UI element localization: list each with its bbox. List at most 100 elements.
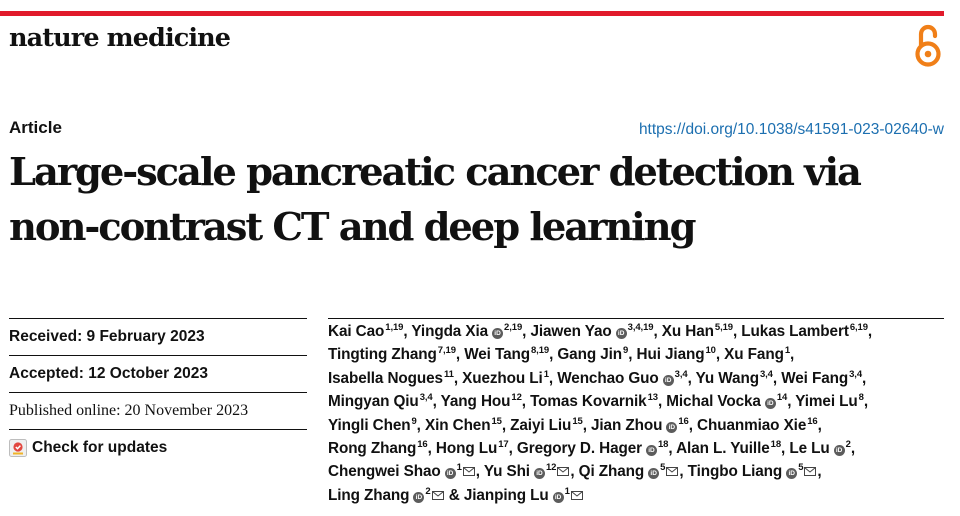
author-list: Kai Cao1,19, Yingda Xia iD2,19, Jiawen Ya… (328, 320, 948, 507)
affiliation-numbers: 1 (543, 368, 549, 380)
affiliation-numbers: 14 (776, 392, 788, 404)
author-name[interactable]: Ling Zhang (328, 486, 410, 504)
author-name[interactable]: Isabella Nogues (328, 369, 443, 387)
author-name[interactable]: Alan L. Yuille (676, 440, 770, 458)
check-for-updates-icon (9, 439, 27, 457)
affiliation-numbers: 1 (456, 462, 462, 474)
orcid-icon[interactable]: iD (492, 328, 504, 339)
author-name[interactable]: Rong Zhang (328, 440, 417, 458)
affiliation-numbers: 15 (491, 415, 502, 427)
affiliation-numbers: 12 (511, 392, 522, 404)
author-name[interactable]: Xuezhou Li (462, 369, 543, 387)
published-date: Published online: 20 November 2023 (9, 392, 307, 429)
author-name[interactable]: Yang Hou (440, 393, 511, 411)
author-name[interactable]: Le Lu (789, 440, 830, 458)
orcid-icon[interactable]: iD (648, 468, 660, 480)
orcid-icon[interactable]: iD (786, 468, 798, 480)
author-name[interactable]: Yimei Lu (795, 393, 858, 411)
orcid-icon[interactable]: iD (666, 421, 678, 433)
publication-dates: Received: 9 February 2023 Accepted: 12 O… (9, 318, 307, 466)
orcid-icon[interactable]: iD (764, 398, 776, 410)
author-name[interactable]: Xin Chen (424, 416, 491, 434)
email-icon[interactable] (570, 490, 583, 500)
author-name[interactable]: Qi Zhang (578, 463, 645, 481)
email-icon[interactable] (431, 490, 444, 500)
check-for-updates-label: Check for updates (32, 439, 168, 456)
author-name[interactable]: Jiawen Yao (530, 323, 612, 340)
author-name[interactable]: Yu Shi (483, 463, 530, 481)
affiliation-numbers: 3,4,19 (627, 322, 654, 333)
affiliation-numbers: 16 (417, 439, 428, 451)
author-line: Rong Zhang16, Hong Lu17, Gregory D. Hage… (328, 439, 855, 458)
orcid-icon[interactable]: iD (444, 468, 456, 480)
author-name[interactable]: Jian Zhou (591, 416, 663, 434)
affiliation-numbers: 13 (647, 392, 658, 404)
email-icon[interactable] (462, 467, 475, 477)
author-separator: & (448, 486, 464, 504)
affiliation-numbers: 5,19 (714, 322, 733, 333)
check-for-updates-button[interactable]: Check for updates (9, 429, 307, 466)
affiliation-numbers: 9 (623, 345, 629, 357)
orcid-icon[interactable]: iD (615, 328, 627, 339)
email-icon[interactable] (804, 467, 817, 477)
author-name[interactable]: Hong Lu (435, 440, 498, 458)
author-line: Kai Cao1,19, Yingda Xia iD2,19, Jiawen Ya… (328, 322, 873, 340)
author-name[interactable]: Mingyan Qiu (328, 393, 419, 411)
affiliation-numbers: 3,4 (419, 392, 433, 404)
orcid-icon[interactable]: iD (413, 491, 425, 503)
author-line: Yingli Chen9, Xin Chen15, Zaiyi Liu15, J… (328, 415, 822, 434)
author-name[interactable]: Tingting Zhang (328, 346, 437, 364)
author-line: Chengwei Shao iD1, Yu Shi iD12, Qi Zhang iD… (328, 462, 822, 481)
author-name[interactable]: Wenchao Guo (557, 369, 659, 387)
author-name[interactable]: Hui Jiang (636, 346, 705, 364)
author-name[interactable]: Xu Han (661, 323, 714, 340)
author-name[interactable]: Tomas Kovarnik (530, 393, 647, 411)
author-name[interactable]: Gregory D. Hager (516, 440, 642, 458)
affiliation-numbers: 17 (498, 439, 509, 451)
author-divider (328, 318, 944, 319)
author-name[interactable]: Wei Tang (464, 346, 530, 364)
affiliation-numbers: 5 (798, 462, 804, 474)
author-name[interactable]: Lukas Lambert (741, 323, 849, 340)
orcid-icon[interactable]: iD (833, 445, 845, 457)
author-name[interactable]: Michal Vocka (666, 393, 761, 411)
affiliation-numbers: 16 (807, 415, 818, 427)
orcid-icon[interactable]: iD (533, 468, 545, 480)
author-line: Tingting Zhang7,19, Wei Tang8,19, Gang J… (328, 345, 795, 364)
author-name[interactable]: Yingli Chen (328, 416, 411, 434)
journal-accent-rule (0, 11, 944, 16)
affiliation-numbers: 8 (858, 392, 864, 404)
author-name[interactable]: Xu Fang (724, 346, 784, 364)
affiliation-numbers: 6,19 (849, 322, 868, 333)
affiliation-numbers: 10 (705, 345, 716, 357)
affiliation-numbers: 3,4 (674, 368, 688, 380)
received-date: Received: 9 February 2023 (9, 318, 307, 355)
author-name[interactable]: Yu Wang (695, 369, 759, 387)
orcid-icon[interactable]: iD (552, 491, 564, 503)
email-icon[interactable] (666, 467, 679, 477)
affiliation-numbers: 2 (845, 439, 851, 451)
affiliation-numbers: 18 (770, 439, 782, 451)
open-access-icon (915, 24, 941, 67)
email-icon[interactable] (557, 467, 570, 477)
author-name[interactable]: Kai Cao (328, 323, 385, 340)
orcid-icon[interactable]: iD (646, 445, 657, 457)
title-line-1: Large-scale pancreatic cancer detection … (9, 150, 862, 195)
author-name[interactable]: Gang Jin (557, 346, 623, 364)
author-line: Ling Zhang iD2 & Jianping Lu iD1 (328, 484, 948, 507)
journal-name: nature medicine (9, 23, 231, 53)
author-name[interactable]: Wei Fang (781, 369, 849, 387)
affiliation-numbers: 1,19 (385, 322, 404, 333)
author-name[interactable]: Tingbo Liang (687, 463, 783, 481)
author-name[interactable]: Yingda Xia (411, 323, 489, 340)
affiliation-numbers: 5 (660, 462, 666, 474)
affiliation-numbers: 2,19 (504, 322, 523, 333)
author-line: Mingyan Qiu3,4, Yang Hou12, Tomas Kovarn… (328, 392, 868, 411)
affiliation-numbers: 11 (443, 368, 454, 380)
author-name[interactable]: Zaiyi Liu (510, 416, 572, 434)
doi-link[interactable]: https://doi.org/10.1038/s41591-023-02640… (638, 121, 944, 138)
author-name[interactable]: Chuanmiao Xie (697, 416, 807, 434)
author-name[interactable]: Jianping Lu (463, 486, 549, 504)
orcid-icon[interactable]: iD (662, 374, 674, 386)
author-name[interactable]: Chengwei Shao (328, 463, 441, 481)
